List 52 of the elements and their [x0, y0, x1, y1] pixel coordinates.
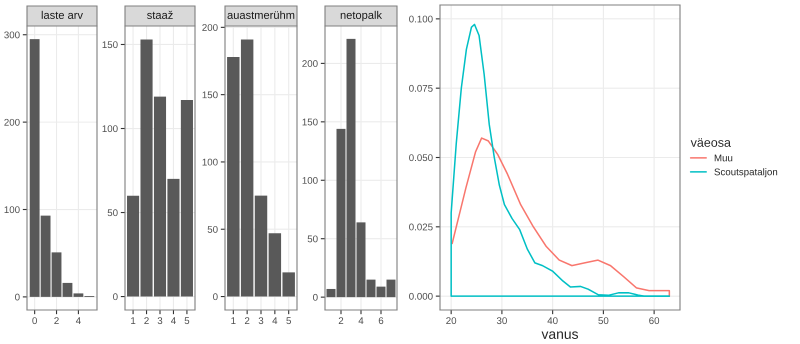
x-tick-label: 4 — [358, 317, 364, 324]
y-tick-label: 0.075 — [409, 84, 433, 92]
x-tick-label: 5 — [184, 317, 190, 324]
x-tick-label: 20 — [446, 317, 456, 324]
y-tick-label: 150 — [102, 41, 118, 48]
x-tick-label: 60 — [649, 317, 660, 324]
x-tick-label: 4 — [76, 317, 81, 324]
y-tick-label: 200 — [302, 60, 318, 68]
y-tick-label: 50 — [308, 235, 318, 242]
y-tick-label: 100 — [102, 125, 118, 132]
x-tick-label: 2 — [54, 317, 59, 324]
legend-title: väeosa — [690, 138, 731, 147]
x-tick-label: 4 — [170, 317, 176, 324]
x-tick-label: 6 — [378, 317, 384, 324]
x-tick-label: 1 — [231, 317, 236, 324]
y-tick-label: 200 — [4, 118, 20, 126]
chart-title: auastmerühm — [228, 10, 294, 19]
y-tick-label: 50 — [108, 209, 118, 216]
x-axis-title: vanus — [542, 331, 578, 339]
x-tick-label: 30 — [496, 317, 507, 324]
y-tick-label: 100 — [4, 206, 20, 214]
x-tick-label: 0 — [32, 317, 37, 324]
y-tick-label: 150 — [202, 91, 218, 98]
y-tick-label: 300 — [4, 31, 20, 38]
y-tick-label: 100 — [302, 177, 318, 184]
y-tick-label: 100 — [202, 158, 218, 166]
x-tick-label: 2 — [338, 317, 344, 324]
y-tick-label: 0.100 — [409, 16, 433, 22]
chart-title: laste arv — [42, 10, 83, 19]
x-tick-label: 1 — [131, 317, 136, 324]
y-tick-label: 0 — [113, 293, 118, 300]
legend-label: Muu — [714, 154, 732, 162]
x-tick-label: 2 — [144, 317, 149, 324]
y-tick-label: 200 — [202, 24, 218, 31]
y-tick-label: 0 — [313, 294, 318, 301]
y-tick-label: 0.050 — [409, 154, 433, 162]
x-tick-label: 3 — [158, 317, 162, 324]
x-tick-label: 3 — [258, 317, 264, 324]
x-tick-label: 4 — [272, 317, 278, 324]
legend-label: Scoutspataljon — [714, 168, 778, 178]
y-tick-label: 0 — [213, 293, 218, 300]
y-tick-label: 0.025 — [409, 224, 433, 230]
x-tick-label: 5 — [286, 317, 291, 324]
x-tick-label: 2 — [244, 317, 250, 324]
x-tick-label: 50 — [598, 317, 608, 324]
y-tick-label: 0.000 — [409, 292, 433, 300]
y-tick-label: 0 — [15, 294, 20, 301]
x-tick-label: 40 — [547, 317, 558, 324]
chart-title: netopalk — [340, 10, 382, 22]
chart-title: staaž — [147, 10, 173, 19]
y-tick-label: 150 — [302, 118, 318, 126]
y-tick-label: 50 — [208, 226, 218, 233]
